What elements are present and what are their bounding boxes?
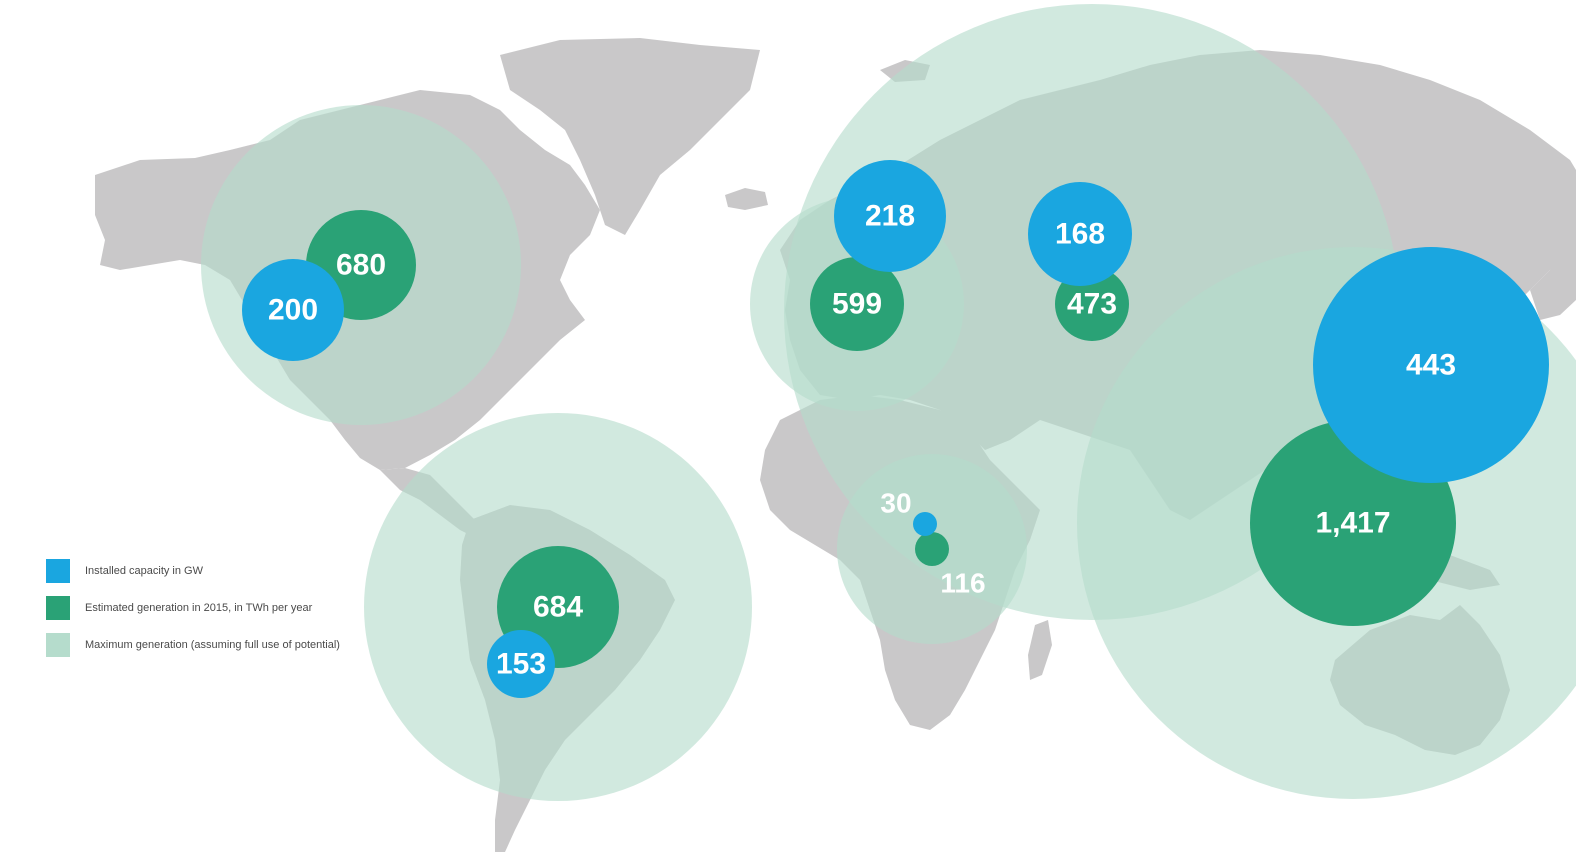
installed-circle-south-america bbox=[487, 630, 555, 698]
legend-label-installed: Installed capacity in GW bbox=[85, 565, 203, 577]
estimated-circle-europe bbox=[810, 257, 904, 351]
installed-label-europe: 218 bbox=[865, 200, 915, 233]
installed-label-africa: 30 bbox=[880, 488, 911, 519]
land-greenland bbox=[500, 38, 760, 235]
legend-label-estimated: Estimated generation in 2015, in TWh per… bbox=[85, 602, 313, 614]
legend-swatch-maximum bbox=[46, 633, 70, 657]
estimated-label-russia-central-asia: 473 bbox=[1067, 288, 1117, 321]
estimated-label-south-america: 684 bbox=[533, 591, 583, 624]
installed-label-russia-central-asia: 168 bbox=[1055, 218, 1105, 251]
legend-item-installed: Installed capacity in GW bbox=[46, 559, 386, 583]
installed-label-north-america: 200 bbox=[268, 294, 318, 327]
bubbles-layer: 680 200 684 153 218 599 168 473 30 116 4… bbox=[201, 4, 1576, 801]
estimated-label-africa: 116 bbox=[940, 568, 985, 599]
installed-circle-russia-central-asia bbox=[1028, 182, 1132, 286]
land-madagascar bbox=[1028, 620, 1052, 680]
installed-circle-africa bbox=[913, 512, 937, 536]
installed-circle-asia-pacific bbox=[1313, 247, 1549, 483]
installed-label-south-america: 153 bbox=[496, 648, 546, 681]
estimated-label-north-america: 680 bbox=[336, 249, 386, 282]
estimated-circle-africa bbox=[915, 532, 949, 566]
estimated-label-asia-pacific: 1,417 bbox=[1315, 507, 1390, 540]
installed-circle-north-america bbox=[242, 259, 344, 361]
legend-label-maximum: Maximum generation (assuming full use of… bbox=[85, 639, 340, 651]
land-japan bbox=[1530, 245, 1576, 320]
land-iceland bbox=[725, 188, 768, 210]
legend-item-estimated: Estimated generation in 2015, in TWh per… bbox=[46, 596, 386, 620]
legend: Installed capacity in GW Estimated gener… bbox=[46, 559, 386, 670]
installed-circle-europe bbox=[834, 160, 946, 272]
legend-swatch-estimated bbox=[46, 596, 70, 620]
legend-item-maximum: Maximum generation (assuming full use of… bbox=[46, 633, 386, 657]
legend-swatch-installed bbox=[46, 559, 70, 583]
estimated-label-europe: 599 bbox=[832, 288, 882, 321]
installed-label-asia-pacific: 443 bbox=[1406, 349, 1456, 382]
